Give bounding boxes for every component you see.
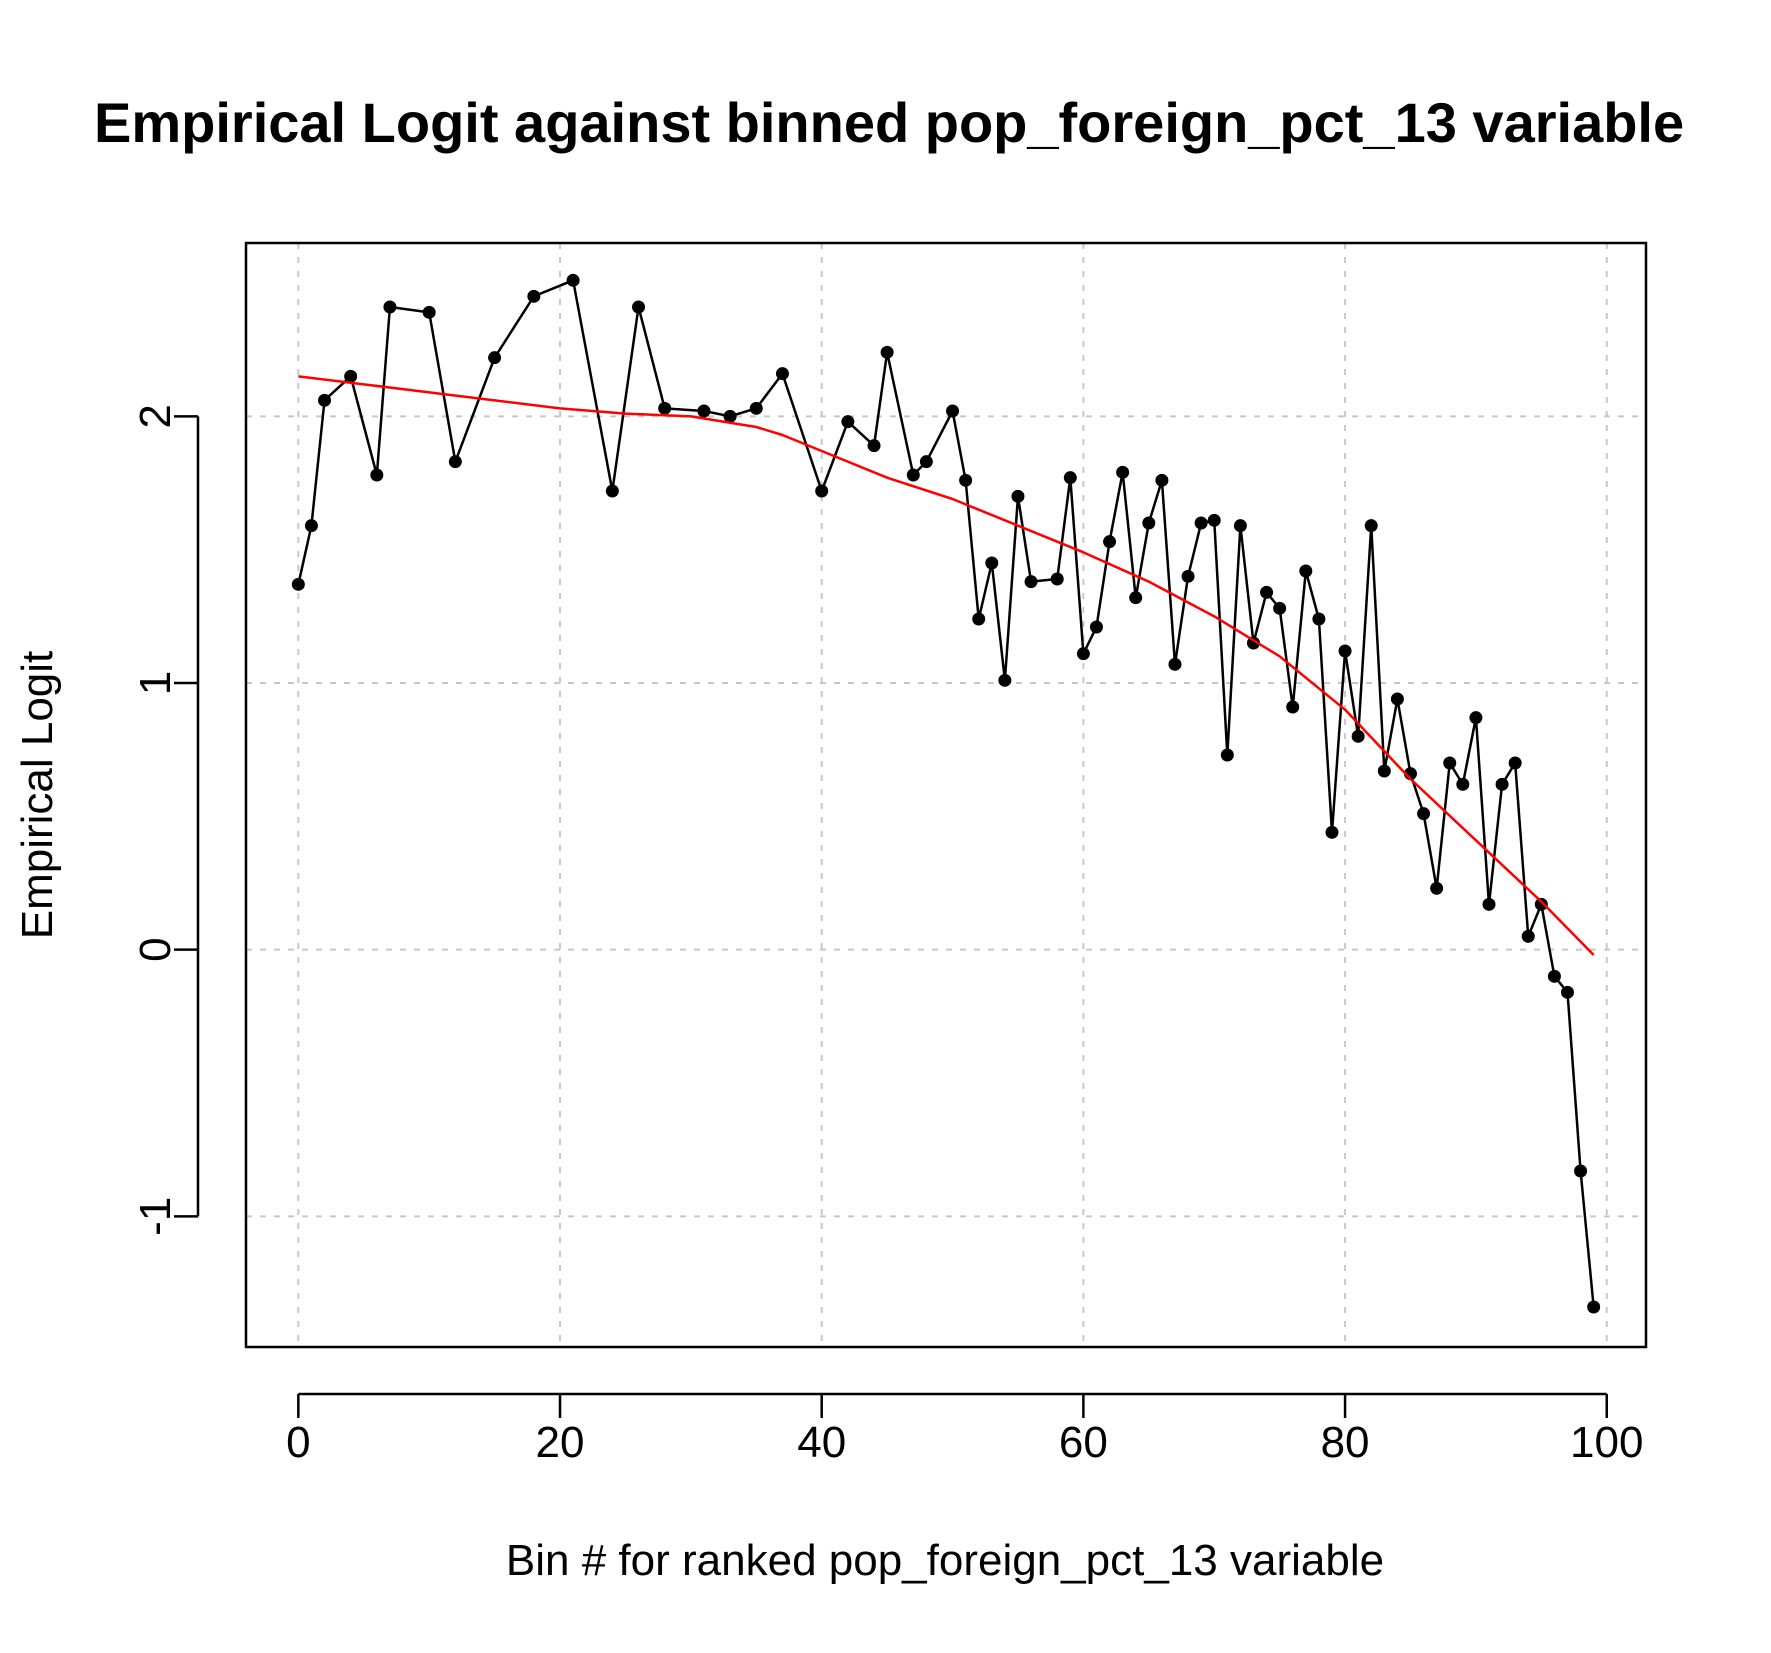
data-point xyxy=(1273,601,1287,615)
data-point xyxy=(304,519,318,533)
data-point xyxy=(1142,516,1156,530)
data-point xyxy=(1194,516,1208,530)
data-point xyxy=(1050,572,1064,586)
data-point xyxy=(383,300,397,314)
data-point xyxy=(1168,657,1182,671)
data-point xyxy=(815,484,829,498)
data-point xyxy=(1417,807,1431,821)
x-tick-label: 80 xyxy=(1321,1418,1370,1467)
data-point xyxy=(1011,489,1025,503)
data-point xyxy=(1547,969,1561,983)
x-tick-label: 60 xyxy=(1059,1418,1108,1467)
data-point xyxy=(749,401,763,415)
gridlines xyxy=(246,243,1646,1347)
data-point xyxy=(1220,748,1234,762)
data-point xyxy=(1103,535,1117,549)
data-point xyxy=(867,439,881,453)
y-tick-label: 1 xyxy=(131,671,180,695)
data-point xyxy=(291,577,305,591)
data-point xyxy=(566,273,580,287)
data-point xyxy=(1286,700,1300,714)
data-point xyxy=(1260,585,1274,599)
data-point xyxy=(1181,569,1195,583)
data-point xyxy=(959,473,973,487)
data-point xyxy=(658,401,672,415)
data-point xyxy=(1338,644,1352,658)
x-tick-label: 40 xyxy=(797,1418,846,1467)
data-point xyxy=(775,367,789,381)
data-point xyxy=(1508,756,1522,770)
data-point xyxy=(632,300,646,314)
axis-ticks: 0 20 40 60 80 100 -1 0 1 2 xyxy=(131,404,1643,1467)
data-point xyxy=(1443,756,1457,770)
data-point xyxy=(906,468,920,482)
data-point xyxy=(972,612,986,626)
chart-title: Empirical Logit against binned pop_forei… xyxy=(94,91,1684,154)
data-point xyxy=(1063,471,1077,485)
data-point xyxy=(1207,513,1221,527)
y-tick-label: -1 xyxy=(131,1197,180,1236)
data-point xyxy=(919,455,933,469)
data-point xyxy=(422,305,436,319)
data-point xyxy=(1521,929,1535,943)
data-point xyxy=(1377,764,1391,778)
data-point xyxy=(1089,620,1103,634)
x-tick-label: 0 xyxy=(286,1418,310,1467)
data-point xyxy=(985,556,999,570)
data-point xyxy=(1325,825,1339,839)
data-point xyxy=(1351,729,1365,743)
data-point xyxy=(1495,777,1509,791)
data-point xyxy=(1469,711,1483,725)
data-point xyxy=(344,369,358,383)
data-point xyxy=(1430,881,1444,895)
x-axis-label: Bin # for ranked pop_foreign_pct_13 vari… xyxy=(506,1536,1384,1585)
data-point xyxy=(880,345,894,359)
data-point xyxy=(1364,519,1378,533)
data-point xyxy=(697,404,711,418)
data-point xyxy=(1560,985,1574,999)
data-point xyxy=(1233,519,1247,533)
data-point xyxy=(1024,575,1038,589)
y-tick-label: 2 xyxy=(131,404,180,428)
smoothed-trend-line xyxy=(298,375,1595,956)
plot-frame xyxy=(244,241,1648,1349)
data-point xyxy=(1312,612,1326,626)
data-point xyxy=(488,351,502,365)
data-point xyxy=(605,484,619,498)
x-tick-label: 20 xyxy=(536,1418,585,1467)
data-point xyxy=(1076,647,1090,661)
data-point xyxy=(1574,1164,1588,1178)
data-point xyxy=(1129,591,1143,605)
data-point xyxy=(1390,692,1404,706)
y-axis-label: Empirical Logit xyxy=(13,651,62,940)
data-point xyxy=(1482,897,1496,911)
data-point xyxy=(448,455,462,469)
data-point xyxy=(998,673,1012,687)
data-series xyxy=(291,273,1601,1314)
data-point xyxy=(723,409,737,423)
data-point xyxy=(527,289,541,303)
data-point xyxy=(1456,777,1470,791)
y-tick-label: 0 xyxy=(131,937,180,961)
data-point xyxy=(370,468,384,482)
data-point xyxy=(946,404,960,418)
data-point xyxy=(1299,564,1313,578)
data-point xyxy=(1155,473,1169,487)
data-point xyxy=(318,393,332,407)
data-point xyxy=(1116,465,1130,479)
data-point xyxy=(1534,897,1548,911)
x-tick-label: 100 xyxy=(1570,1418,1643,1467)
data-point xyxy=(841,415,855,429)
data-point xyxy=(1587,1300,1601,1314)
